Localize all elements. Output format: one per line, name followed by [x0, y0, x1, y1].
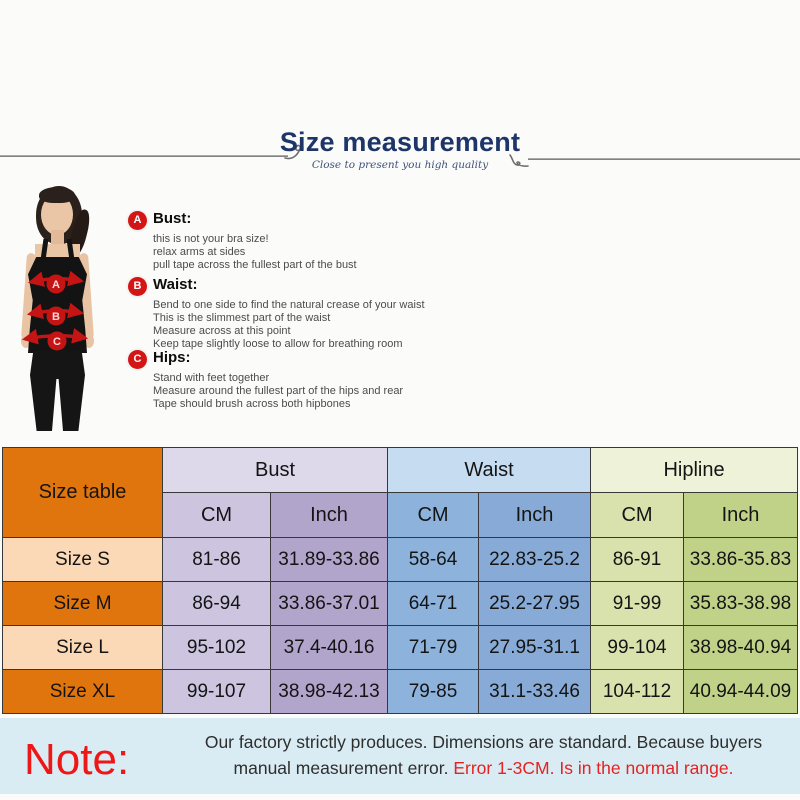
- size-cell: Size M: [2, 581, 163, 626]
- note-label: Note:: [24, 735, 130, 784]
- waist-inch-cell: 27.95-31.1: [477, 625, 592, 670]
- hips-line: Measure around the fullest part of the h…: [153, 385, 404, 397]
- hipline-inch-header: Inch: [683, 492, 799, 538]
- hips-marker-circle: [47, 331, 67, 351]
- bust-cm-cell: 99-107: [162, 669, 271, 714]
- bust-inch-header: Inch: [270, 492, 388, 538]
- waist-label: Waist:: [153, 276, 198, 293]
- note-text: Our factory strictly produces. Dimension…: [175, 729, 792, 781]
- waist-line: Measure across at this point: [153, 325, 291, 337]
- page-title: Size measurement: [279, 127, 521, 157]
- table-row: Size S 81-86 31.89-33.86 58-64 22.83-25.…: [2, 537, 799, 582]
- bust-label: Bust:: [153, 210, 192, 227]
- bust-badge: A: [128, 211, 147, 230]
- table-row: Size M 86-94 33.86-37.01 64-71 25.2-27.9…: [2, 581, 799, 626]
- waist-line: This is the slimmest part of the waist: [153, 312, 331, 324]
- hipline-cm-cell: 91-99: [590, 581, 685, 626]
- waist-group-header: Waist: [386, 447, 592, 493]
- waist-marker-circle: [46, 306, 66, 326]
- bust-inch-cell: 31.89-33.86: [270, 537, 388, 582]
- waist-instructions: B Waist: Bend to one side to find the na…: [128, 276, 458, 351]
- bust-group-header: Bust: [162, 447, 388, 493]
- bust-marker-circle: [46, 274, 66, 294]
- bust-line: this is not your bra size!: [153, 233, 269, 245]
- hipline-inch-cell: 33.86-35.83: [683, 537, 799, 582]
- header-rule-right: [528, 158, 800, 160]
- bust-inch-cell: 38.98-42.13: [270, 669, 388, 714]
- hips-line: Stand with feet together: [153, 372, 270, 384]
- hipline-inch-cell: 38.98-40.94: [683, 625, 799, 670]
- waist-cm-cell: 79-85: [387, 669, 479, 714]
- hipline-cm-cell: 86-91: [590, 537, 685, 582]
- waist-cm-cell: 58-64: [387, 537, 479, 582]
- header-rule-left: [0, 155, 288, 157]
- bust-inch-cell: 33.86-37.01: [270, 581, 388, 626]
- hipline-inch-cell: 35.83-38.98: [683, 581, 799, 626]
- waist-inch-header: Inch: [477, 492, 592, 538]
- flourish-right-icon: [509, 154, 529, 167]
- waist-cm-cell: 64-71: [387, 581, 479, 626]
- note-strip: Note: Our factory strictly produces. Dim…: [0, 718, 800, 794]
- table-row: Size L 95-102 37.4-40.16 71-79 27.95-31.…: [2, 625, 799, 670]
- waist-inch-cell: 22.83-25.2: [477, 537, 592, 582]
- waist-cm-header: CM: [387, 492, 479, 538]
- size-table: Size table Bust Waist Hipline CM Inch CM…: [2, 447, 799, 714]
- bust-instructions: A Bust: this is not your bra size! relax…: [128, 210, 458, 272]
- size-cell: Size S: [2, 537, 163, 582]
- flourish-left-icon: [284, 144, 304, 160]
- model-hand-right: [84, 334, 94, 348]
- hips-marker-letter: C: [53, 336, 61, 348]
- bust-cm-header: CM: [162, 492, 271, 538]
- hipline-inch-cell: 40.94-44.09: [683, 669, 799, 714]
- size-cell: Size L: [2, 625, 163, 670]
- model-hair-fringe: [39, 187, 75, 203]
- note-line-2-red: Error 1-3CM. Is in the normal range.: [453, 758, 734, 778]
- size-cell: Size XL: [2, 669, 163, 714]
- waist-cm-cell: 71-79: [387, 625, 479, 670]
- bust-line: pull tape across the fullest part of the…: [153, 259, 357, 271]
- bust-line: relax arms at sides: [153, 246, 246, 258]
- hips-badge: C: [128, 350, 147, 369]
- hips-line: Tape should brush across both hipbones: [153, 398, 351, 410]
- waist-inch-cell: 31.1-33.46: [477, 669, 592, 714]
- measurement-arrows-overlay: A B C: [21, 270, 89, 351]
- table-corner-label: Size table: [2, 447, 163, 538]
- hips-instructions: C Hips: Stand with feet together Measure…: [128, 349, 458, 411]
- hipline-group-header: Hipline: [590, 447, 799, 493]
- hips-label: Hips:: [153, 349, 191, 366]
- hipline-cm-header: CM: [590, 492, 685, 538]
- hipline-cm-cell: 104-112: [590, 669, 685, 714]
- table-row: Size XL 99-107 38.98-42.13 79-85 31.1-33…: [2, 669, 799, 714]
- waist-line: Keep tape slightly loose to allow for br…: [153, 338, 403, 350]
- waist-marker-letter: B: [52, 311, 60, 323]
- note-line-2: manual measurement error. Error 1-3CM. I…: [175, 755, 792, 781]
- bust-inch-cell: 37.4-40.16: [270, 625, 388, 670]
- hipline-cm-cell: 99-104: [590, 625, 685, 670]
- waist-line: Bend to one side to find the natural cre…: [153, 299, 425, 311]
- bust-cm-cell: 95-102: [162, 625, 271, 670]
- page-subtitle: Close to present you high quality: [311, 159, 489, 171]
- model-photo: A B C: [0, 183, 145, 431]
- waist-inch-cell: 25.2-27.95: [477, 581, 592, 626]
- bust-marker-letter: A: [52, 279, 60, 291]
- bust-cm-cell: 81-86: [162, 537, 271, 582]
- bust-cm-cell: 86-94: [162, 581, 271, 626]
- note-line-1: Our factory strictly produces. Dimension…: [204, 732, 763, 752]
- note-line-2-dark: manual measurement error.: [233, 758, 454, 778]
- waist-badge: B: [128, 277, 147, 296]
